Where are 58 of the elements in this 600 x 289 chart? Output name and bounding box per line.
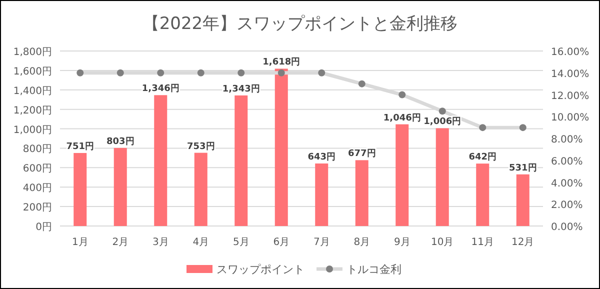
x-tick-label: 2月	[112, 237, 129, 248]
x-tick-label: 3月	[152, 237, 169, 248]
data-label: 1,343円	[222, 83, 260, 94]
x-tick-label: 4月	[192, 237, 210, 248]
bar	[154, 95, 168, 226]
y-tick-label: 1,400円	[13, 86, 52, 97]
data-label: 803円	[106, 136, 134, 147]
bar	[274, 68, 288, 226]
data-label: 677円	[348, 148, 376, 160]
legend-label: スワップポイント	[216, 263, 304, 276]
data-label: 751円	[66, 140, 94, 152]
y2-tick-label: 14.00%	[551, 68, 590, 80]
x-tick-label: 8月	[354, 237, 370, 248]
bar	[194, 152, 208, 226]
y-tick-label: 1,000円	[13, 124, 52, 136]
y-tick-label: 800円	[22, 144, 52, 156]
y-tick-label: 0円	[36, 222, 52, 233]
x-tick-label: 10月	[431, 237, 454, 248]
y-tick-label: 200円	[22, 202, 52, 214]
bar	[74, 152, 87, 226]
data-label: 1,046円	[383, 112, 421, 124]
data-label: 643円	[308, 151, 336, 162]
data-label: 1,346円	[142, 83, 180, 94]
y2-tick-label: 4.00%	[551, 178, 583, 190]
x-tick-label: 1月	[72, 237, 88, 248]
y-tick-label: 1,800円	[13, 47, 52, 58]
y2-tick-label: 12.00%	[551, 90, 590, 102]
data-label: 642円	[468, 152, 497, 163]
legend-label: トルコ金利	[346, 263, 402, 276]
y-tick-label: 1,600円	[13, 66, 52, 78]
data-label: 1,006円	[424, 116, 462, 128]
bar	[436, 128, 449, 226]
bar	[114, 148, 127, 226]
x-tick-label: 11月	[471, 237, 494, 248]
bar	[396, 124, 409, 226]
data-label: 1,618円	[262, 56, 300, 68]
x-tick-label: 6月	[273, 237, 290, 248]
data-label: 753円	[186, 140, 215, 152]
bar	[355, 160, 368, 226]
x-tick-label: 12月	[512, 237, 534, 248]
y2-tick-label: 6.00%	[551, 156, 583, 168]
bar	[476, 164, 490, 226]
x-tick-label: 9月	[394, 237, 410, 248]
bar	[234, 95, 248, 226]
x-tick-label: 7月	[313, 237, 330, 248]
x-tick-label: 5月	[232, 237, 250, 248]
y-tick-label: 600円	[22, 164, 52, 175]
chart-title: 【2022年】スワップポイントと金利推移	[142, 14, 458, 34]
y-tick-label: 1,200円	[13, 105, 52, 116]
bar	[516, 174, 530, 226]
data-label: 531円	[508, 162, 537, 174]
y2-tick-label: 8.00%	[551, 134, 583, 146]
y2-tick-label: 0.00%	[551, 222, 583, 233]
bar	[315, 163, 328, 226]
y2-tick-label: 10.00%	[551, 112, 590, 124]
y-tick-label: 400円	[22, 183, 52, 194]
y2-tick-label: 16.00%	[551, 47, 590, 58]
y2-tick-label: 2.00%	[551, 200, 583, 212]
